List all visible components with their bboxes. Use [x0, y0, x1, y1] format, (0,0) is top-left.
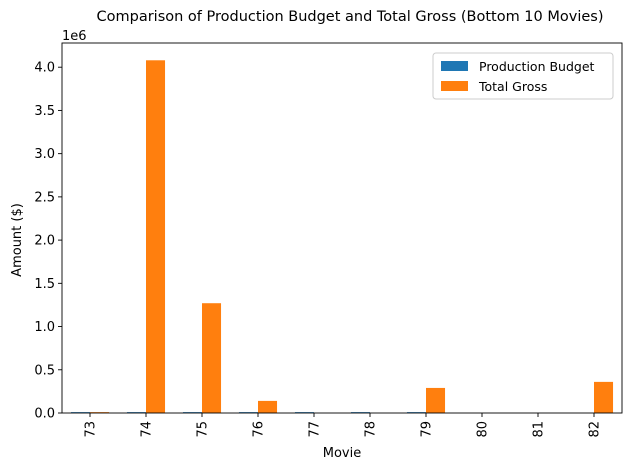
- y-tick-label: 0.0: [34, 407, 55, 422]
- legend-swatch-production-budget: [441, 61, 468, 71]
- legend-label-total-gross: Total Gross: [478, 79, 547, 94]
- legend-label-production-budget: Production Budget: [479, 59, 595, 74]
- plot-area: 0.0 0.5 1.0 1.5 2.0 2.5 3.0 3.5 4.0 73 74 75 76 77 78 7…: [34, 42, 623, 438]
- x-tick-label: 81: [532, 421, 547, 438]
- legend: Production Budget Total Gross: [432, 52, 614, 100]
- legend-swatch-total-gross: [441, 81, 468, 91]
- axes-frame: [61, 42, 623, 414]
- y-tick-label: 3.0: [34, 147, 55, 162]
- x-tick-label: 75: [196, 421, 211, 438]
- x-tick-label: 76: [252, 421, 267, 438]
- x-tick-label: 73: [84, 421, 99, 438]
- x-axis-label: Movie: [323, 446, 361, 461]
- x-tick-label: 74: [140, 421, 155, 438]
- y-tick-label: 2.0: [34, 234, 55, 249]
- y-tick-label: 0.5: [34, 363, 55, 378]
- x-tick-label: 80: [476, 421, 491, 438]
- x-tick-label: 82: [588, 421, 603, 438]
- y-tick-label: 1.5: [34, 277, 55, 292]
- bar-total-gross-74: [146, 60, 166, 413]
- bar-total-gross-79: [426, 387, 446, 413]
- bar-total-gross-82: [594, 381, 614, 413]
- y-tick-label: 1.0: [34, 320, 55, 335]
- bar-total-gross-75: [202, 303, 222, 413]
- x-tick-label: 79: [420, 421, 435, 438]
- y-offset-text: 1e6: [62, 29, 87, 44]
- x-tick-label: 77: [308, 421, 323, 438]
- legend-box: [432, 52, 614, 100]
- y-tick-label: 2.5: [34, 190, 55, 205]
- y-tick-label: 3.5: [34, 104, 55, 119]
- y-tick-label: 4.0: [34, 61, 55, 76]
- y-axis-label: Amount ($): [10, 203, 25, 277]
- bar-total-gross-76: [258, 400, 278, 413]
- x-tick-label: 78: [364, 421, 379, 438]
- chart-title: Comparison of Production Budget and Tota…: [97, 9, 604, 25]
